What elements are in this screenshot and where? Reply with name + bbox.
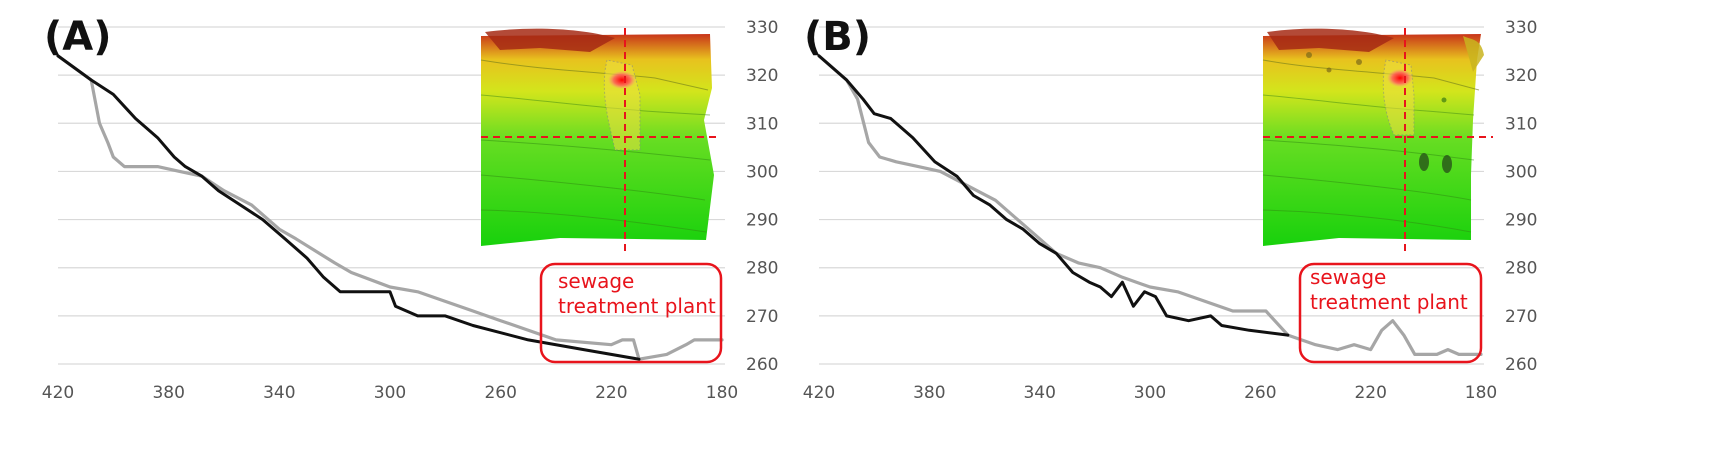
panel-label-a: (A) (44, 14, 112, 60)
y-tick-label: 260 (746, 355, 778, 375)
x-tick-label: 420 (803, 383, 835, 403)
y-tick-label: 280 (746, 259, 778, 279)
series-line-dark (56, 54, 641, 361)
annotation-line-1: sewage (1310, 265, 1386, 289)
annotation-line-2: treatment plant (558, 294, 716, 318)
x-tick-label: 420 (42, 383, 74, 403)
y-tick-label: 260 (1505, 355, 1537, 375)
x-tick-label: 220 (595, 383, 627, 403)
y-tick-label: 270 (746, 307, 778, 327)
terrain-heatmap-inset (1262, 28, 1493, 252)
y-tick-label: 330 (746, 18, 778, 38)
annotation-line-1: sewage (558, 269, 634, 293)
panel-a: 260 270 280 290 300 310 320 330 420 380 340 300 260… (0, 0, 859, 452)
chart-a: 260 270 280 290 300 310 320 330 420 380 340 300 260… (42, 14, 779, 403)
annotation-line-2: treatment plant (1310, 290, 1468, 314)
y-tick-label: 290 (1505, 211, 1537, 231)
sewage-plant-box (1298, 262, 1483, 364)
x-tick-label: 260 (484, 383, 516, 403)
y-tick-label: 330 (1505, 18, 1537, 38)
x-tick-label: 340 (263, 383, 295, 403)
series-line-dark (817, 54, 1290, 337)
y-tick-label: 300 (746, 162, 778, 182)
y-tick-label: 290 (746, 211, 778, 231)
y-tick-label: 270 (1505, 307, 1537, 327)
panel-label-b: (B) (804, 14, 871, 60)
x-tick-label: 380 (152, 383, 184, 403)
x-tick-label: 220 (1354, 383, 1386, 403)
series-line-light (817, 54, 1483, 356)
x-tick-label: 380 (913, 383, 945, 403)
terrain-heatmap-inset (480, 28, 716, 252)
y-tick-label: 320 (1505, 66, 1537, 86)
y-tick-label: 310 (1505, 114, 1537, 134)
sewage-plant-box (539, 262, 723, 364)
panel-b: 260 270 280 290 300 310 320 330 420 380 340 300 260… (803, 0, 1718, 452)
y-tick-label: 280 (1505, 259, 1537, 279)
x-tick-label: 300 (1134, 383, 1166, 403)
chart-b: 260 270 280 290 300 310 320 330 420 380 340 300 260… (803, 14, 1538, 403)
y-tick-label: 320 (746, 66, 778, 86)
x-tick-label: 340 (1023, 383, 1055, 403)
x-tick-label: 180 (706, 383, 738, 403)
x-tick-label: 300 (374, 383, 406, 403)
y-tick-label: 310 (746, 114, 778, 134)
x-tick-label: 260 (1244, 383, 1276, 403)
x-tick-label: 180 (1465, 383, 1497, 403)
series-line-light (56, 54, 724, 361)
y-tick-label: 300 (1505, 162, 1537, 182)
